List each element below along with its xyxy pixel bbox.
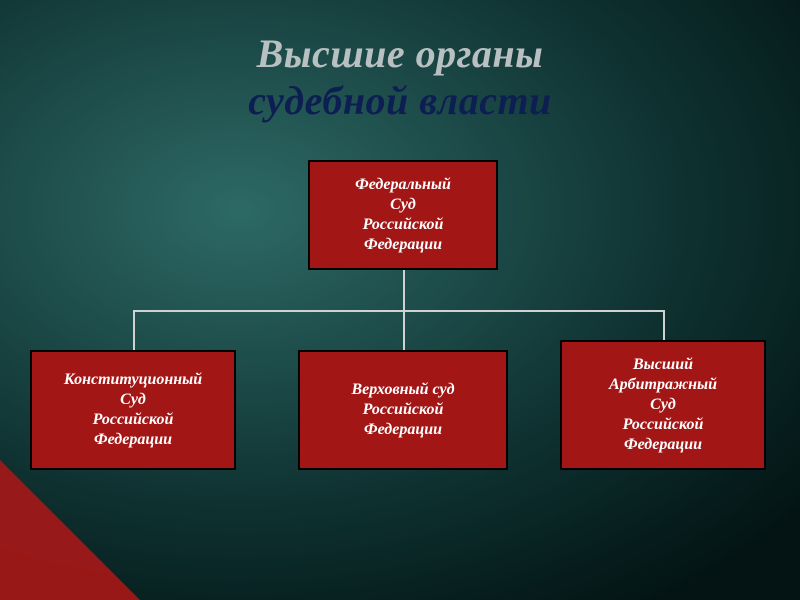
node-arbitr: Высший Арбитражный Суд Российской Федера… xyxy=(560,340,766,470)
node-label: Федеральный Суд Российской Федерации xyxy=(355,175,451,255)
connector-vert_from_root xyxy=(403,270,405,310)
title-line-1: Высшие органы xyxy=(0,30,800,77)
connector-horiz_bar xyxy=(133,310,663,312)
node-const: Конституционный Суд Российской Федерации xyxy=(30,350,236,470)
node-label: Конституционный Суд Российской Федерации xyxy=(64,370,202,450)
org-chart: Федеральный Суд Российской Федерации Конс… xyxy=(0,160,800,520)
node-label: Верховный суд Российской Федерации xyxy=(351,380,454,440)
node-label: Высший Арбитражный Суд Российской Федера… xyxy=(609,355,717,455)
slide-title: Высшие органы судебной власти xyxy=(0,30,800,124)
title-line-2: судебной власти xyxy=(0,77,800,124)
node-supreme: Верховный суд Российской Федерации xyxy=(298,350,508,470)
connector-drop_right xyxy=(663,310,665,340)
connector-drop_left xyxy=(133,310,135,350)
node-root: Федеральный Суд Российской Федерации xyxy=(308,160,498,270)
connector-drop_mid xyxy=(403,310,405,350)
